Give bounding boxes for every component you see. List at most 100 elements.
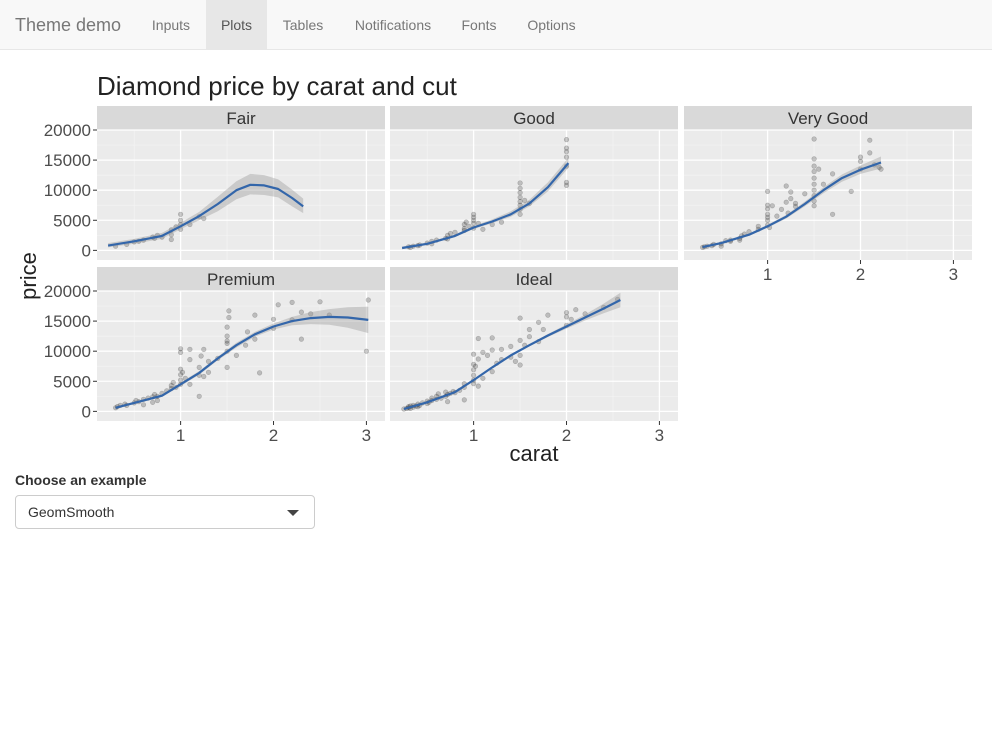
data-point	[764, 211, 771, 217]
data-point	[178, 372, 184, 378]
smooth-line	[401, 162, 570, 250]
facet-strip	[97, 267, 385, 291]
data-point	[201, 215, 207, 222]
x-tick-label: 2	[856, 265, 865, 284]
data-point	[308, 311, 314, 317]
data-point	[811, 175, 817, 181]
data-point	[196, 393, 202, 399]
data-point	[447, 230, 454, 237]
data-point	[517, 315, 523, 321]
x-axis-label: carat	[510, 441, 559, 466]
data-point	[179, 369, 186, 375]
data-point	[461, 221, 467, 228]
example-select-label: Choose an example	[15, 472, 147, 488]
data-point	[475, 383, 481, 389]
data-point	[517, 194, 523, 200]
tab-inputs[interactable]: Inputs	[151, 17, 191, 33]
data-point	[205, 358, 212, 365]
data-point	[463, 219, 469, 225]
data-point	[816, 166, 822, 172]
data-point	[857, 154, 864, 160]
data-point	[471, 214, 477, 220]
data-point	[252, 336, 258, 342]
data-point	[475, 356, 481, 362]
data-point	[540, 326, 546, 333]
data-point	[867, 150, 873, 156]
data-point	[517, 352, 523, 359]
x-tick-label: 3	[655, 426, 664, 445]
data-point	[535, 319, 542, 325]
data-point	[480, 226, 486, 232]
data-point	[198, 353, 204, 359]
data-point	[517, 362, 523, 368]
smooth-line	[702, 161, 882, 249]
data-point	[365, 297, 371, 303]
data-point	[811, 168, 817, 175]
data-point	[829, 211, 836, 217]
data-point	[168, 236, 174, 243]
data-point	[435, 391, 441, 397]
y-axis-label: price	[16, 252, 41, 300]
y-tick-label: 0	[82, 241, 91, 260]
smooth-line	[115, 315, 369, 409]
data-point	[480, 349, 486, 356]
x-tick-label: 3	[949, 265, 958, 284]
data-point	[563, 136, 570, 143]
data-point	[168, 232, 174, 238]
data-point	[517, 180, 523, 186]
y-tick-label: 20000	[44, 282, 91, 301]
data-point	[224, 324, 230, 330]
data-point	[563, 145, 570, 151]
data-point	[471, 361, 477, 368]
example-select[interactable]: GeomSmooth	[15, 495, 315, 529]
data-point	[517, 337, 523, 344]
data-point	[233, 352, 239, 359]
data-point	[201, 373, 207, 380]
data-point	[792, 200, 799, 206]
facet-panel	[684, 130, 972, 260]
data-point	[187, 381, 193, 387]
tab-tables[interactable]: Tables	[282, 17, 324, 33]
data-point	[224, 333, 230, 339]
data-point	[876, 164, 882, 170]
data-point	[563, 149, 570, 155]
tab-plots[interactable]: Plots	[206, 0, 267, 50]
data-point	[811, 198, 817, 204]
data-point	[788, 196, 794, 202]
data-point	[573, 307, 579, 313]
data-point	[769, 203, 775, 209]
data-point	[811, 136, 817, 142]
data-point	[545, 312, 551, 318]
facet-strip-label: Good	[513, 109, 555, 128]
data-point	[829, 171, 836, 177]
tab-notifications[interactable]: Notifications	[354, 17, 432, 33]
x-tick-label: 2	[562, 426, 571, 445]
data-point	[764, 202, 771, 208]
app-brand[interactable]: Theme demo	[15, 15, 122, 35]
data-point	[783, 183, 789, 189]
data-point	[811, 181, 817, 187]
x-tick-label: 1	[763, 265, 772, 284]
data-point	[445, 399, 451, 405]
data-point	[154, 397, 160, 404]
data-point	[811, 156, 817, 162]
data-point	[517, 199, 523, 205]
chevron-down-icon	[287, 510, 299, 516]
data-point	[226, 314, 232, 321]
data-point	[778, 206, 785, 212]
data-point	[498, 346, 505, 353]
y-tick-label: 0	[82, 402, 91, 421]
data-point	[563, 310, 570, 316]
data-point	[201, 346, 207, 353]
data-point	[317, 299, 323, 305]
data-point	[178, 217, 184, 223]
data-point	[224, 338, 230, 344]
data-point	[563, 182, 570, 188]
facet-strip-label: Premium	[207, 270, 275, 289]
data-point	[150, 399, 156, 405]
data-point	[867, 137, 873, 143]
tab-fonts[interactable]: Fonts	[461, 17, 497, 33]
facet-strip	[390, 267, 678, 291]
tab-options[interactable]: Options	[527, 17, 576, 33]
y-tick-label: 15000	[44, 151, 91, 170]
